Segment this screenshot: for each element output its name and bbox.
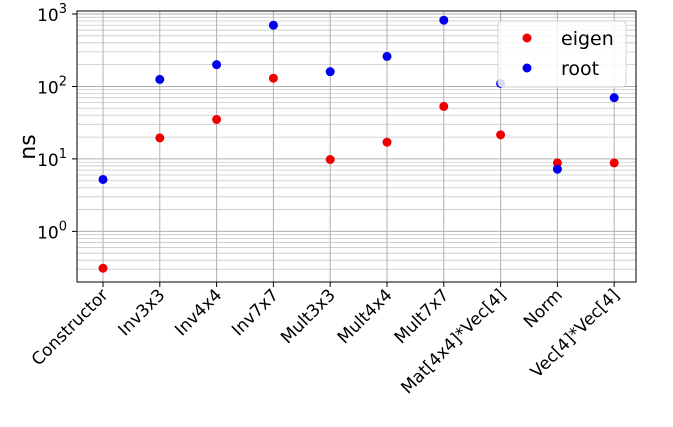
legend-label-eigen: eigen (561, 28, 614, 50)
x-tick-label: Mult3x3 (277, 285, 340, 348)
plot-frame (76, 10, 637, 283)
data-point-eigen (609, 158, 619, 168)
y-axis-label: ns (16, 134, 41, 159)
legend: eigen root (497, 20, 627, 88)
data-point-root (382, 51, 392, 61)
data-point-eigen (552, 158, 562, 168)
y-axis: 100 101 102 103 (37, 2, 77, 243)
x-tick-label: Inv4x4 (171, 285, 226, 340)
grid (77, 11, 636, 283)
data-point-eigen (382, 137, 392, 147)
x-tick-label: Norm (520, 285, 567, 332)
data-point-root (212, 60, 222, 70)
x-tick-label: Constructor (28, 285, 113, 370)
data-point-root (268, 20, 278, 30)
legend-marker-eigen (522, 33, 532, 43)
data-point-eigen (439, 101, 449, 111)
x-tick-label: Mult4x4 (334, 285, 397, 348)
data-point-eigen (155, 133, 165, 143)
y-tick-label: 101 (37, 147, 67, 171)
legend-label-root: root (561, 58, 599, 80)
data-point-root (98, 174, 108, 184)
y-tick-label: 102 (37, 74, 67, 98)
data-point-eigen (325, 155, 335, 165)
data-point-root (552, 164, 562, 174)
data-point-root (325, 67, 335, 77)
data-point-root (155, 74, 165, 84)
data-point-eigen (98, 263, 108, 273)
x-axis: Constructor Inv3x3 Inv4x4 Inv7x7Mult3x3Mult… (28, 282, 624, 398)
y-tick-label: 100 (37, 219, 67, 243)
x-tick-label: Mat[4x4]*Vec[4] (397, 285, 510, 398)
x-tick-label: Inv7x7 (228, 285, 283, 340)
data-point-eigen (268, 73, 278, 83)
legend-marker-root (522, 63, 532, 73)
data-point-root (609, 93, 619, 103)
data-point-root (439, 15, 449, 25)
data-point-eigen (496, 130, 506, 140)
data-point-eigen (212, 114, 222, 124)
data-points (98, 15, 619, 273)
x-tick-label: Inv3x3 (115, 285, 170, 340)
y-tick-label: 103 (37, 2, 67, 26)
